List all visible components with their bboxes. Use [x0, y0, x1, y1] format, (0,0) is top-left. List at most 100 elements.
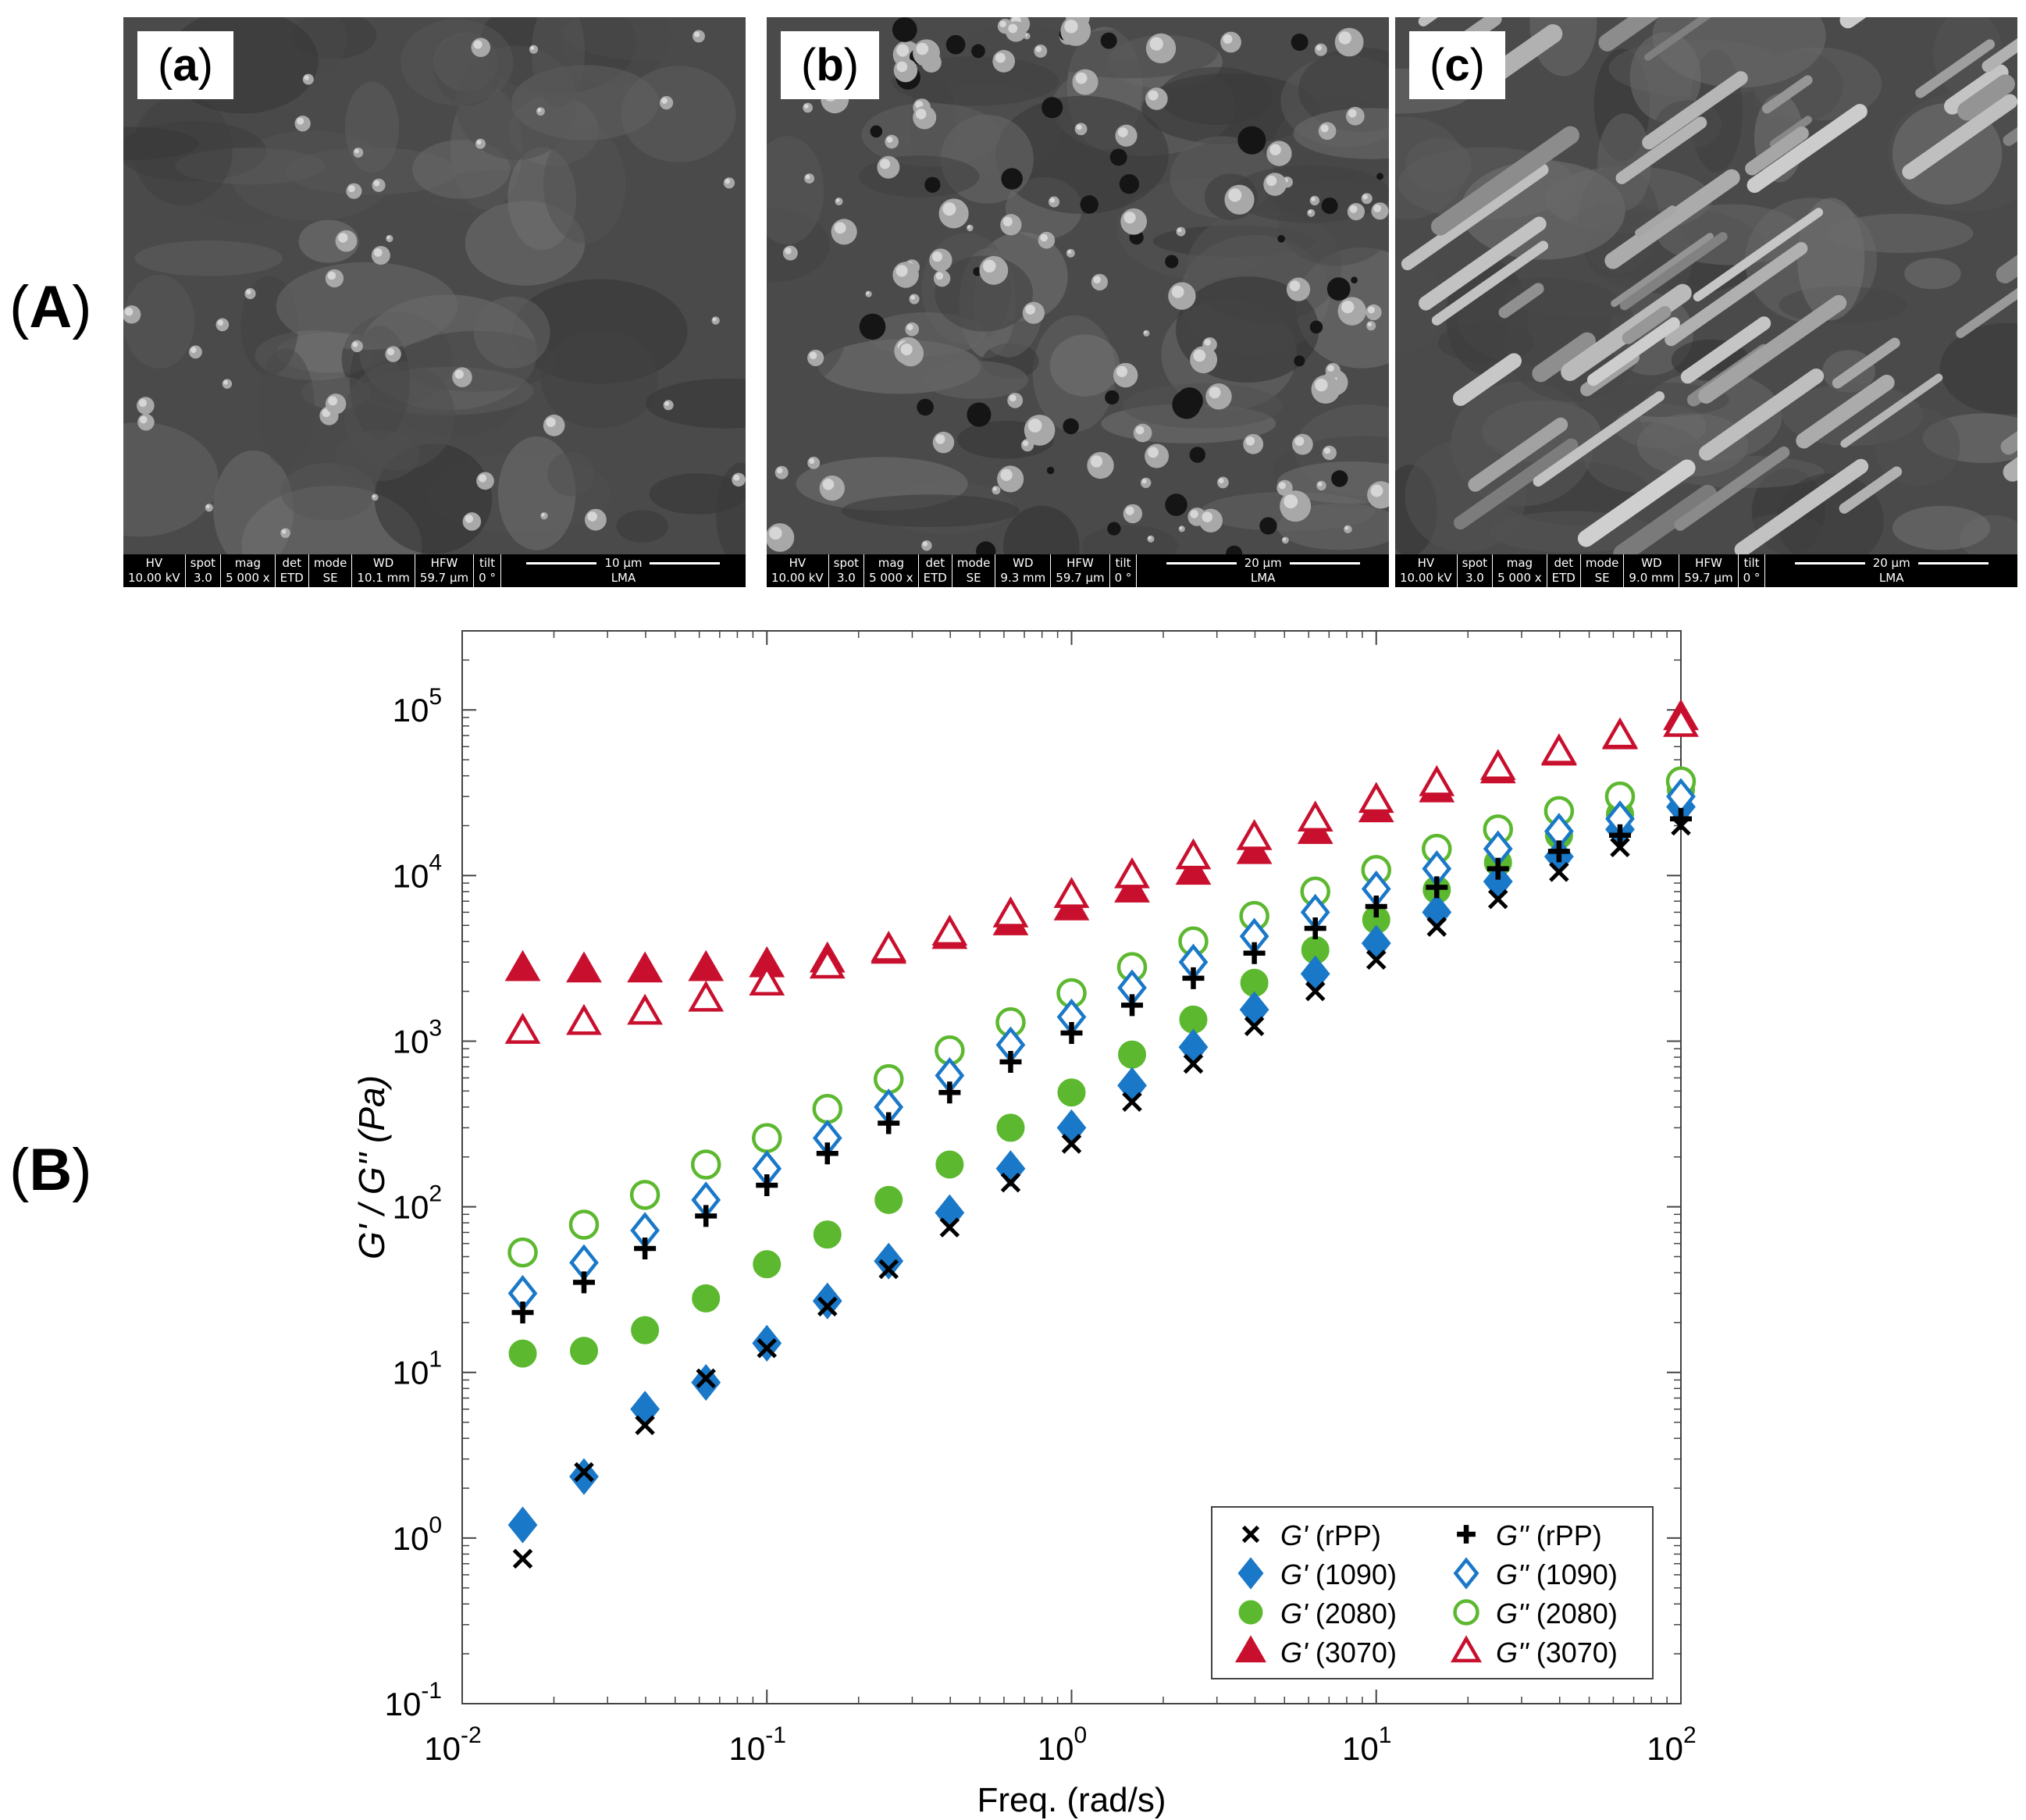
data-point: [695, 1205, 717, 1227]
data-point: [568, 1209, 600, 1240]
series-rPP-g1: [512, 815, 1691, 1569]
data-point: [627, 951, 663, 983]
sem-image-panel-a: (a) HV 10.00 kV spot 3.0 mag 5 000 x det ETD…: [123, 17, 746, 587]
data-point: [1361, 924, 1391, 962]
data-point: [812, 1282, 842, 1320]
data-point: [817, 1296, 838, 1317]
data-point: [757, 1337, 778, 1359]
x-tick-label: 10-1: [729, 1722, 786, 1767]
data-point: [1358, 782, 1394, 814]
data-point: [1243, 942, 1266, 964]
data-point: [1056, 1109, 1087, 1146]
data-point: [752, 1123, 782, 1153]
data-point: [1365, 896, 1387, 918]
data-point: [752, 1324, 782, 1362]
data-point: [1121, 994, 1144, 1017]
data-point: [627, 993, 663, 1025]
data-point: [1305, 981, 1326, 1002]
data-point: [512, 1548, 533, 1569]
data-point: [873, 1063, 904, 1095]
data-point: [1540, 733, 1577, 764]
data-point: [871, 930, 907, 962]
y-tick-label: 102: [393, 1181, 442, 1226]
data-point: [1663, 705, 1699, 737]
data-point: [1122, 1092, 1142, 1112]
data-point: [696, 1368, 716, 1389]
legend-entry: G' (1090): [1280, 1558, 1397, 1590]
data-point: [878, 1259, 899, 1280]
data-point: [1117, 1067, 1147, 1104]
data-point: [749, 964, 785, 996]
data-point: [1297, 800, 1333, 832]
data-point: [999, 1050, 1022, 1073]
scale-bar: 10 µm: [526, 556, 721, 571]
data-point: [812, 1093, 843, 1124]
data-point: [1608, 824, 1631, 846]
data-point: [816, 1142, 839, 1165]
x-tick-label: 101: [1342, 1722, 1391, 1767]
data-point: [1479, 749, 1516, 781]
section-label-b: (B): [9, 1137, 92, 1203]
series-2080-g2: [507, 766, 1697, 1268]
data-point: [1239, 991, 1269, 1028]
sem-micrograph: [1395, 17, 2017, 554]
data-point: [572, 1271, 595, 1294]
data-point: [1175, 853, 1212, 885]
data-point: [629, 1180, 660, 1210]
sem-micrograph: [767, 17, 1389, 554]
data-point: [504, 949, 541, 981]
sem-data-bar: HV 10.00 kV spot 3.0 mag 5 000 x det ETD mod…: [1395, 554, 2017, 587]
data-point: [813, 1220, 842, 1249]
panel-label: (c): [1409, 31, 1505, 99]
data-point: [1602, 717, 1638, 749]
data-point: [507, 1506, 538, 1544]
data-point: [1487, 889, 1508, 910]
section-label-a: (A): [9, 274, 92, 340]
scale-bar: 20 µm: [1166, 556, 1360, 571]
data-point: [634, 1238, 657, 1260]
data-point: [631, 1316, 660, 1345]
data-point: [874, 1185, 903, 1214]
data-point: [939, 1217, 960, 1238]
series-2080-g1: [508, 775, 1695, 1368]
legend-marker: [1238, 1600, 1263, 1625]
data-point: [931, 914, 968, 946]
legend-marker: [1453, 1557, 1479, 1590]
data-point: [1422, 893, 1452, 931]
data-point: [809, 947, 846, 979]
sem-image-panel-b: (b) HV 10.00 kV spot 3.0 mag 5 000 x det ETD…: [767, 17, 1389, 587]
data-point: [753, 1250, 782, 1279]
y-tick-label: 105: [393, 684, 442, 728]
legend-marker: [1457, 1525, 1476, 1544]
legend-entry: G' (3070): [1280, 1637, 1397, 1669]
legend-marker: [1237, 1557, 1264, 1590]
legend-marker: [1453, 1599, 1479, 1626]
data-point: [1670, 807, 1692, 830]
data-point: [1175, 838, 1212, 870]
legend-entry: G'' (3070): [1496, 1637, 1618, 1669]
panel-label: (a): [137, 31, 233, 99]
data-point: [1053, 877, 1090, 908]
data-point: [1304, 917, 1326, 939]
sem-micrograph: [123, 17, 746, 554]
sem-data-bar: HV 10.00 kV spot 3.0 mag 5 000 x det ETD mod…: [123, 554, 746, 587]
data-point: [1366, 949, 1387, 971]
data-point: [630, 1391, 660, 1428]
data-point: [1182, 967, 1205, 989]
legend-marker: [1241, 1525, 1260, 1544]
y-tick-label: 103: [393, 1015, 442, 1060]
legend-entry: G'' (1090): [1496, 1558, 1618, 1590]
data-point: [935, 1194, 965, 1231]
data-point: [995, 1150, 1026, 1188]
scale-bar: 20 µm: [1794, 556, 1989, 571]
data-point: [1236, 818, 1273, 850]
data-point: [1000, 1172, 1021, 1193]
data-point: [688, 980, 725, 1012]
data-point: [511, 1302, 534, 1323]
legend-entry: G'' (rPP): [1496, 1519, 1602, 1551]
data-point: [688, 949, 725, 981]
data-point: [508, 1339, 537, 1368]
data-point: [992, 896, 1029, 928]
y-tick-label: 10-1: [385, 1678, 442, 1722]
